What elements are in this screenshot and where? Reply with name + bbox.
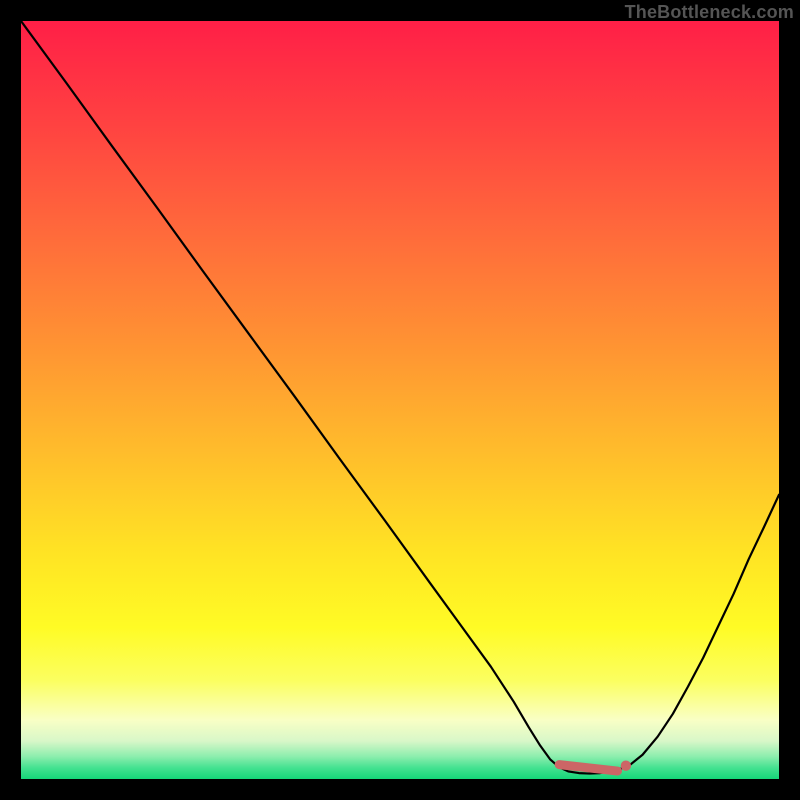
watermark-text: TheBottleneck.com	[625, 2, 794, 23]
plot-area	[21, 21, 779, 779]
chart-stage: TheBottleneck.com	[0, 0, 800, 800]
chart-svg	[21, 21, 779, 779]
gradient-background	[21, 21, 779, 779]
